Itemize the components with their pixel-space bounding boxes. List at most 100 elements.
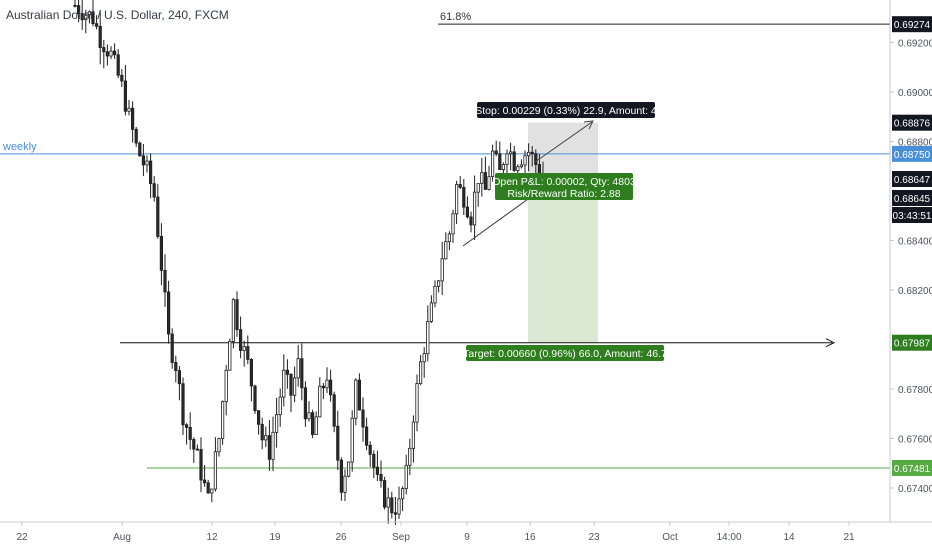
rr-text: Risk/Reward Ratio: 2.88 xyxy=(507,188,620,200)
candle xyxy=(228,338,232,371)
candle xyxy=(386,487,390,524)
candle xyxy=(80,0,84,30)
candle xyxy=(487,166,491,191)
candle xyxy=(364,417,369,451)
candle-body xyxy=(95,23,99,27)
candle xyxy=(476,183,480,207)
candle xyxy=(246,335,250,365)
candle xyxy=(404,454,408,495)
target-zone[interactable] xyxy=(528,179,598,343)
candle-body xyxy=(91,11,95,25)
candle-body xyxy=(123,80,127,112)
candle xyxy=(253,384,257,414)
candle xyxy=(429,295,434,323)
candle-body xyxy=(174,362,178,371)
candle-body xyxy=(159,236,163,271)
candle-body xyxy=(210,488,214,494)
candle-body xyxy=(184,424,189,428)
candle-body xyxy=(530,151,534,155)
candle-body xyxy=(318,385,322,418)
candle xyxy=(418,355,423,386)
candle xyxy=(213,437,217,492)
candle xyxy=(328,369,333,402)
candle-body xyxy=(343,475,347,493)
candle xyxy=(285,359,290,389)
price-badge-box xyxy=(892,190,932,206)
candle-body xyxy=(490,150,495,178)
candle xyxy=(310,409,315,439)
candle-body xyxy=(372,453,376,468)
candle-body xyxy=(350,417,354,463)
candle xyxy=(235,291,239,337)
x-tick-label: 16 xyxy=(524,532,536,543)
price-badge-text: 0.67481 xyxy=(894,464,931,475)
candle xyxy=(199,437,203,493)
projection-arrow xyxy=(583,120,594,130)
candle xyxy=(483,156,488,190)
stop-label[interactable]: Stop: 0.00229 (0.33%) 22.9, Amount: 4 xyxy=(475,102,657,118)
candle-body xyxy=(465,206,470,218)
candle xyxy=(170,328,174,369)
price-badge-box xyxy=(892,145,932,162)
candle-body xyxy=(231,299,235,342)
candle xyxy=(105,44,109,66)
candle-body xyxy=(480,172,484,184)
candle xyxy=(202,464,207,487)
trendline[interactable] xyxy=(462,193,536,247)
candle xyxy=(274,397,279,448)
candle xyxy=(454,180,459,224)
candle-body xyxy=(408,447,412,466)
candle-body xyxy=(87,11,91,16)
candle xyxy=(188,412,192,450)
pnl-label[interactable]: Open P&L: 0.00002, Qty: 4803Risk/Reward … xyxy=(492,173,636,200)
candle xyxy=(242,340,246,367)
candle xyxy=(400,486,405,512)
candle-body xyxy=(84,14,88,21)
price-badge: 0.69274 xyxy=(892,16,932,33)
price-axis[interactable] xyxy=(890,0,932,550)
target-label[interactable]: Target: 0.00660 (0.96%) 66.0, Amount: 46… xyxy=(463,345,667,361)
x-tick-label: 22 xyxy=(16,532,28,543)
candle-body xyxy=(195,448,199,451)
candle-body xyxy=(274,414,279,433)
candle-body xyxy=(400,488,405,500)
candle-body xyxy=(404,464,408,489)
candle-body xyxy=(228,341,232,371)
candle xyxy=(411,415,416,463)
candle xyxy=(422,347,426,378)
candle xyxy=(393,496,398,525)
candle xyxy=(325,367,329,394)
candle-body xyxy=(418,361,423,384)
price-badge: 0.67987 xyxy=(892,334,932,351)
candle-body xyxy=(469,216,473,226)
candle-body xyxy=(411,421,416,449)
candle xyxy=(95,15,99,30)
candle-body xyxy=(267,435,272,460)
candle-body xyxy=(163,269,167,293)
x-tick-label: Sep xyxy=(392,532,410,543)
candle-body xyxy=(375,466,380,475)
projection-line[interactable] xyxy=(534,121,593,163)
price-badge: 0.68645 xyxy=(892,190,932,206)
candle-body xyxy=(451,213,455,235)
price-badge-box xyxy=(892,114,932,131)
candle xyxy=(296,345,300,387)
candle-body xyxy=(361,409,365,428)
candle-body xyxy=(368,444,372,455)
candle xyxy=(184,423,189,445)
symbol-title: Australian Dollar / U.S. Dollar, 240, FX… xyxy=(6,8,229,22)
price-badge-text: 0.68647 xyxy=(894,175,931,186)
candle-body xyxy=(336,425,340,461)
price-badge-text: 03:43:51 xyxy=(893,211,932,222)
candle-body xyxy=(454,184,459,215)
price-badge: 0.68876 xyxy=(892,114,932,131)
candle xyxy=(354,378,358,426)
stop-label-box xyxy=(477,102,655,118)
candle-body xyxy=(73,4,77,7)
candle xyxy=(77,0,81,23)
x-tick-label: 21 xyxy=(843,532,855,543)
candle-body xyxy=(314,416,318,435)
candle-body xyxy=(393,512,398,515)
